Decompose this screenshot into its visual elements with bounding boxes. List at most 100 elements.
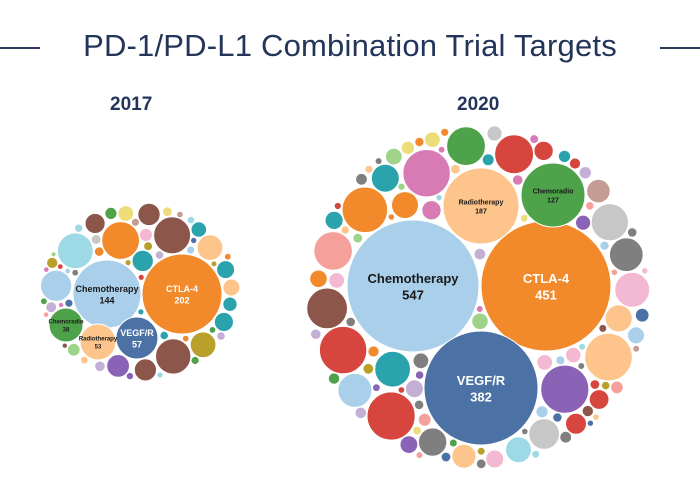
filler-bubble	[80, 356, 89, 365]
filler-bubble	[528, 418, 560, 450]
filler-bubble	[565, 413, 587, 435]
filler-bubble	[190, 331, 217, 358]
filler-bubble	[197, 234, 224, 261]
filler-bubble	[533, 141, 554, 161]
filler-bubble	[354, 406, 367, 419]
filler-bubble	[614, 272, 650, 308]
filler-bubble	[40, 270, 72, 302]
bubble-vegf-r-2020	[423, 330, 539, 446]
filler-bubble	[155, 338, 191, 375]
filler-bubble	[64, 299, 74, 308]
bubble-label-chemoradio-2017: Chemoradio	[48, 320, 83, 326]
filler-bubble	[536, 354, 553, 371]
filler-bubble	[609, 237, 644, 272]
bubble-chemoradio-2020	[520, 162, 586, 228]
filler-bubble	[387, 213, 395, 221]
filler-bubble	[46, 257, 58, 269]
filler-bubble	[162, 206, 173, 217]
filler-bubble	[106, 354, 130, 378]
bubble-value-vegf-r-2017: 57	[132, 339, 142, 349]
filler-bubble	[512, 174, 524, 186]
filler-bubble	[137, 308, 145, 316]
filler-bubble	[91, 234, 102, 245]
filler-bubble	[139, 228, 153, 242]
filler-bubble	[94, 360, 106, 372]
filler-bubble	[104, 207, 118, 220]
filler-bubble	[438, 146, 446, 154]
filler-bubble	[137, 203, 161, 226]
filler-bubble	[391, 191, 419, 219]
filler-bubble	[324, 211, 344, 230]
filler-bubble	[187, 216, 195, 224]
filler-bubble	[577, 362, 585, 370]
filler-bubble	[50, 251, 57, 258]
filler-bubble	[535, 405, 549, 418]
filler-bubble	[345, 316, 356, 327]
filler-bubble	[362, 363, 374, 375]
filler-bubble	[143, 241, 153, 251]
filler-bubble	[43, 311, 49, 318]
bubble-ctla-4-2017	[141, 253, 223, 335]
filler-bubble	[222, 296, 238, 312]
filler-bubble	[131, 250, 154, 272]
filler-bubble	[632, 345, 640, 353]
filler-bubble	[319, 326, 367, 374]
filler-bubble	[435, 194, 443, 202]
filler-bubble	[589, 389, 610, 410]
filler-bubble	[569, 157, 581, 170]
filler-bubble	[209, 326, 217, 334]
filler-bubble	[190, 356, 200, 365]
filler-bubble	[424, 131, 441, 148]
bubble-label-chemotherapy-2020: Chemotherapy	[367, 271, 459, 286]
filler-bubble	[505, 436, 532, 463]
filler-bubble	[216, 260, 235, 279]
filler-bubble	[584, 333, 633, 382]
filler-bubble	[589, 379, 600, 390]
filler-bubble	[482, 153, 495, 166]
filler-bubble	[477, 447, 486, 456]
filler-bubble	[190, 221, 207, 238]
bubble-label-radiotherapy-2017: Radiotherapy	[79, 337, 118, 343]
filler-bubble	[412, 426, 422, 436]
filler-bubble	[610, 380, 624, 394]
filler-bubble	[414, 137, 425, 147]
filler-bubble	[565, 347, 582, 363]
bubble-label-chemotherapy-2017: Chemotherapy	[75, 284, 138, 294]
filler-bubble	[222, 278, 240, 297]
filler-bubble	[531, 450, 540, 459]
filler-bubble	[578, 166, 592, 179]
filler-bubble	[604, 304, 633, 333]
filler-bubble	[131, 218, 140, 227]
filler-bubble	[58, 302, 64, 308]
filler-bubble	[224, 253, 232, 261]
filler-bubble	[364, 165, 374, 174]
panel-2017-title: 2017	[110, 94, 153, 115]
filler-bubble	[520, 214, 529, 223]
filler-bubble	[598, 324, 607, 333]
filler-bubble	[124, 259, 132, 266]
filler-bubble	[592, 413, 600, 421]
filler-bubble	[337, 373, 373, 408]
bubble-value-chemoradio-2017: 38	[63, 327, 70, 333]
filler-bubble	[186, 245, 195, 255]
filler-bubble	[529, 134, 539, 144]
filler-bubble	[635, 308, 650, 323]
filler-bubble	[138, 274, 145, 281]
bubble-label-vegf-r-2020: VEGF/R	[457, 373, 506, 388]
filler-bubble	[485, 449, 504, 469]
filler-bubble	[310, 328, 322, 340]
bubble-value-vegf-r-2020: 382	[470, 390, 492, 405]
filler-bubble	[101, 221, 140, 260]
chart-title: PD-1/PD-L1 Combination Trial Targets	[83, 28, 617, 63]
title-row: PD-1/PD-L1 Combination Trial Targets	[0, 22, 700, 74]
filler-bubble	[306, 287, 348, 329]
filler-bubble	[418, 413, 432, 427]
filler-bubble	[558, 150, 571, 163]
filler-bubble	[71, 269, 79, 277]
bubble-cluster-2020: Chemotherapy 547 CTLA-4 451 VEGF/R 382 Radioth…	[306, 125, 650, 469]
filler-bubble	[473, 248, 486, 261]
filler-bubble	[341, 186, 388, 233]
filler-bubble	[471, 312, 489, 330]
bubble-value-radiotherapy-2020: 187	[475, 208, 487, 215]
